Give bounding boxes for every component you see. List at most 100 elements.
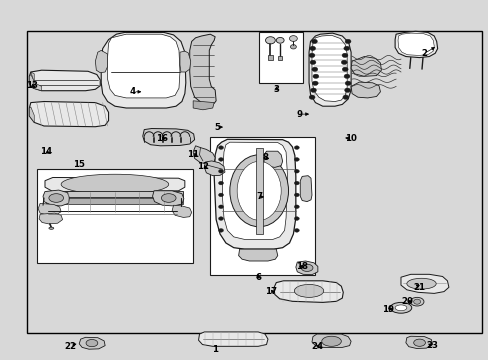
Ellipse shape bbox=[343, 46, 349, 50]
Polygon shape bbox=[273, 281, 343, 302]
Ellipse shape bbox=[294, 229, 299, 232]
Ellipse shape bbox=[321, 336, 341, 346]
Text: 20: 20 bbox=[401, 297, 412, 306]
Ellipse shape bbox=[308, 53, 314, 58]
Ellipse shape bbox=[218, 181, 223, 185]
Text: 19: 19 bbox=[381, 305, 393, 314]
Ellipse shape bbox=[413, 299, 420, 304]
Bar bbox=[277, 56, 282, 60]
Polygon shape bbox=[311, 334, 350, 347]
Text: 8: 8 bbox=[262, 153, 268, 162]
Text: 11: 11 bbox=[187, 150, 199, 158]
Ellipse shape bbox=[344, 74, 349, 78]
Polygon shape bbox=[300, 176, 311, 202]
Ellipse shape bbox=[311, 39, 317, 44]
Polygon shape bbox=[193, 101, 214, 110]
Ellipse shape bbox=[406, 278, 435, 289]
Polygon shape bbox=[29, 107, 34, 122]
Text: 6: 6 bbox=[255, 274, 261, 282]
Ellipse shape bbox=[49, 227, 54, 229]
Ellipse shape bbox=[218, 193, 223, 197]
Ellipse shape bbox=[309, 60, 315, 64]
Polygon shape bbox=[180, 51, 190, 72]
Ellipse shape bbox=[294, 181, 299, 185]
Polygon shape bbox=[193, 146, 215, 164]
Text: 13: 13 bbox=[26, 81, 38, 90]
Text: 24: 24 bbox=[311, 342, 323, 351]
Polygon shape bbox=[101, 32, 185, 108]
Ellipse shape bbox=[312, 74, 318, 78]
Polygon shape bbox=[39, 213, 62, 224]
Polygon shape bbox=[31, 72, 41, 91]
Polygon shape bbox=[45, 177, 184, 192]
Polygon shape bbox=[238, 249, 277, 261]
Bar bbox=[210, 137, 315, 275]
Polygon shape bbox=[397, 33, 433, 55]
Ellipse shape bbox=[218, 229, 223, 232]
Ellipse shape bbox=[218, 170, 223, 173]
Bar bbox=[259, 32, 303, 83]
Polygon shape bbox=[222, 142, 287, 239]
Ellipse shape bbox=[289, 36, 297, 41]
Bar bbox=[267, 55, 272, 60]
Text: 4: 4 bbox=[130, 87, 136, 96]
Polygon shape bbox=[394, 31, 437, 58]
Ellipse shape bbox=[341, 60, 346, 64]
Text: 10: 10 bbox=[345, 134, 356, 143]
Ellipse shape bbox=[49, 194, 63, 202]
Ellipse shape bbox=[294, 146, 299, 149]
Bar bbox=[37, 169, 193, 263]
Text: 5: 5 bbox=[214, 122, 220, 131]
Ellipse shape bbox=[301, 264, 312, 271]
Polygon shape bbox=[405, 336, 432, 348]
Polygon shape bbox=[350, 57, 381, 76]
Polygon shape bbox=[400, 274, 448, 293]
Ellipse shape bbox=[290, 45, 296, 49]
Polygon shape bbox=[79, 337, 105, 349]
Ellipse shape bbox=[218, 205, 223, 208]
Polygon shape bbox=[172, 205, 191, 217]
Polygon shape bbox=[350, 82, 380, 98]
Text: 9: 9 bbox=[296, 109, 302, 118]
Text: 2: 2 bbox=[421, 49, 427, 58]
Ellipse shape bbox=[218, 146, 223, 149]
Polygon shape bbox=[95, 50, 107, 73]
Ellipse shape bbox=[229, 155, 288, 227]
Polygon shape bbox=[198, 332, 267, 346]
Text: 1: 1 bbox=[212, 345, 218, 354]
Bar bbox=[46, 198, 183, 204]
Ellipse shape bbox=[342, 67, 347, 72]
Ellipse shape bbox=[237, 161, 281, 220]
Ellipse shape bbox=[294, 217, 299, 220]
Polygon shape bbox=[264, 151, 282, 167]
Ellipse shape bbox=[312, 81, 318, 85]
Bar bbox=[255, 148, 263, 234]
Ellipse shape bbox=[344, 88, 350, 93]
Text: 17: 17 bbox=[265, 287, 277, 296]
Ellipse shape bbox=[218, 158, 223, 161]
Bar bbox=[46, 191, 183, 197]
Polygon shape bbox=[152, 191, 183, 206]
Text: 3: 3 bbox=[273, 85, 279, 94]
Polygon shape bbox=[38, 203, 61, 215]
Ellipse shape bbox=[294, 193, 299, 197]
Polygon shape bbox=[142, 129, 194, 146]
Polygon shape bbox=[189, 34, 216, 104]
Text: 22: 22 bbox=[64, 342, 76, 351]
Text: 18: 18 bbox=[296, 262, 307, 271]
Text: 21: 21 bbox=[413, 283, 425, 292]
Text: 14: 14 bbox=[40, 147, 52, 156]
Ellipse shape bbox=[342, 95, 348, 99]
Polygon shape bbox=[29, 75, 33, 88]
Ellipse shape bbox=[265, 37, 275, 44]
Ellipse shape bbox=[86, 339, 98, 347]
Polygon shape bbox=[311, 35, 346, 102]
Text: 15: 15 bbox=[73, 160, 85, 169]
Ellipse shape bbox=[294, 284, 323, 297]
Text: 12: 12 bbox=[197, 162, 208, 171]
Polygon shape bbox=[29, 102, 108, 127]
Ellipse shape bbox=[294, 158, 299, 161]
Ellipse shape bbox=[311, 67, 317, 72]
Ellipse shape bbox=[218, 217, 223, 220]
Polygon shape bbox=[308, 33, 350, 106]
